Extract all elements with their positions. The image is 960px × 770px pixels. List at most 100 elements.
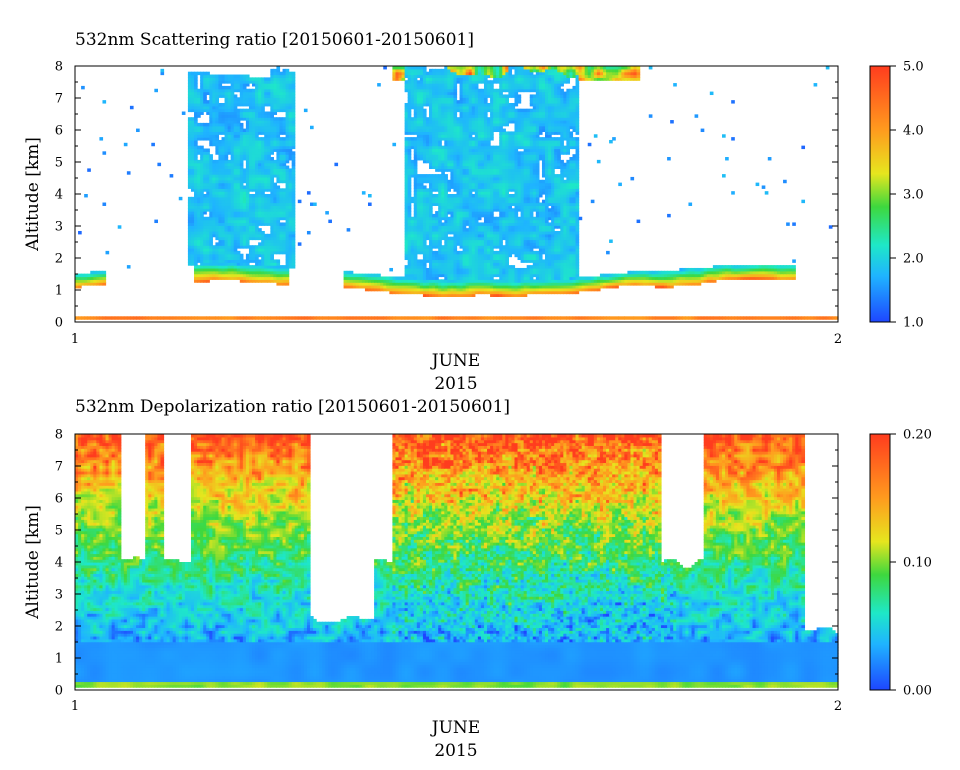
scattering-cell [505, 273, 509, 278]
scattering-cell [416, 230, 421, 235]
scattering-cell [493, 267, 497, 272]
scattering-cell [834, 316, 839, 320]
scattering-cell [285, 316, 290, 320]
scattering-cell [407, 282, 412, 286]
scattering-cell [197, 316, 207, 320]
scattering-cell [523, 208, 528, 212]
scattering-cell [685, 276, 690, 280]
scattering-cell [752, 270, 757, 275]
scattering-cell [706, 270, 711, 275]
scattering-cell [233, 228, 238, 232]
scattering-cell [227, 228, 232, 232]
scattering-cell [194, 250, 198, 255]
scattering-cell [209, 222, 213, 226]
scattering-cell [215, 256, 220, 261]
scattering-cell [459, 208, 464, 212]
scattering-cell [474, 282, 479, 286]
scattering-cell [529, 216, 534, 221]
scattering-cell [194, 233, 198, 238]
scattering-cell [233, 213, 238, 218]
scattering-cell [429, 253, 433, 258]
scattering-cell [465, 245, 470, 249]
scattering-cell [453, 245, 458, 249]
scattering-cell [529, 219, 534, 224]
scattering-cell [230, 202, 235, 206]
scattering-cell [496, 253, 500, 258]
scattering-cell [483, 285, 488, 289]
scattering-cell [557, 239, 561, 243]
scattering-cell [273, 228, 278, 232]
scattering-cell [487, 236, 491, 241]
scattering-cell [447, 276, 451, 280]
scattering-cell [236, 222, 241, 226]
scattering-cell [560, 211, 564, 215]
scattering-cell [282, 222, 287, 226]
scattering-cell [755, 265, 760, 269]
scattering-cell [444, 279, 448, 283]
scattering-cell [551, 205, 555, 209]
scattering-cell [413, 213, 418, 218]
scattering-cell [554, 265, 558, 269]
scattering-cell [490, 225, 494, 229]
scattering-cell [761, 270, 766, 275]
scattering-cell [197, 236, 201, 241]
scattering-cell [282, 282, 287, 286]
scattering-cell [206, 279, 210, 283]
scattering-cell [447, 256, 451, 261]
scattering-cell [648, 279, 653, 283]
scattering-cell [352, 279, 357, 283]
scattering-cell [264, 276, 268, 280]
scattering-cell [236, 230, 241, 235]
scattering-cell [154, 219, 158, 224]
scattering-cell [285, 253, 290, 258]
scattering-cell [529, 245, 534, 249]
scattering-cell [230, 276, 235, 280]
scattering-cell [367, 316, 372, 320]
scattering-cell [480, 208, 485, 212]
scattering-cell [248, 202, 253, 206]
scattering-cell [273, 236, 278, 241]
scattering-cell [538, 225, 543, 229]
scattering-cell [581, 287, 586, 292]
scattering-cell [483, 199, 488, 204]
scattering-cell [419, 250, 424, 255]
scattering-cell [575, 290, 580, 295]
scattering-cell [288, 208, 293, 212]
scattering-cell [255, 202, 259, 206]
scattering-cell [761, 265, 766, 269]
scattering-cell [245, 316, 250, 320]
scattering-cell [279, 213, 284, 218]
scattering-cell [572, 233, 577, 238]
scattering-cell [209, 245, 213, 249]
scattering-cell [404, 230, 409, 235]
scattering-cell [642, 273, 647, 278]
scattering-cell [462, 256, 467, 261]
scattering-cell [227, 230, 232, 235]
scattering-cell [236, 242, 241, 246]
scattering-cell [444, 253, 448, 258]
scattering-cell [419, 285, 424, 289]
scattering-cell [413, 270, 418, 275]
scattering-cell [215, 211, 220, 215]
scattering-cell [224, 199, 232, 204]
scattering-cell [456, 225, 461, 229]
scattering-cell [465, 230, 470, 235]
scattering-cell [746, 276, 751, 280]
scattering-cell [590, 287, 595, 292]
scattering-cell [190, 245, 195, 249]
scattering-cell [715, 276, 720, 280]
scattering-cell [218, 256, 223, 261]
scattering-cell [609, 279, 613, 283]
scattering-cell [572, 248, 577, 252]
scattering-cell [215, 245, 220, 249]
scattering-cell [517, 233, 522, 238]
scattering-cell [731, 267, 735, 272]
scattering-cell [96, 282, 101, 286]
scattering-cell [230, 265, 235, 269]
scattering-cell [529, 256, 534, 261]
scattering-cell [520, 199, 525, 204]
scattering-cell [285, 270, 290, 275]
scattering-cell [648, 282, 653, 286]
scattering-cell [367, 194, 372, 198]
scattering-cell [462, 216, 467, 221]
